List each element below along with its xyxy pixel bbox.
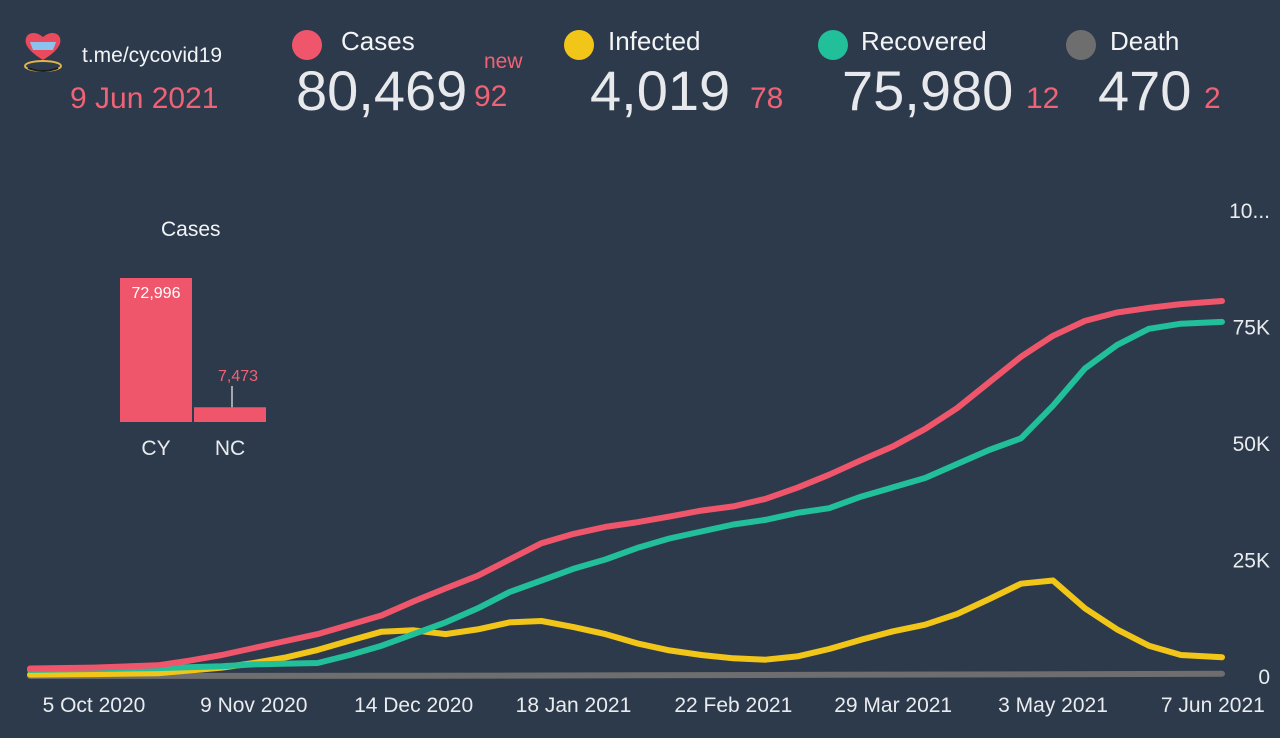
- stat-recovered-value: 75,980: [842, 59, 1014, 122]
- mini-bar-value-label: 72,996: [132, 285, 181, 302]
- stat-cases-value: 80,469: [296, 59, 468, 122]
- y-tick-label: 50K: [1233, 433, 1270, 456]
- cases-series-line: [27, 298, 1225, 672]
- stat-infected-delta: 78: [750, 82, 784, 115]
- new-label: new: [484, 50, 523, 73]
- mini-bar-nc: [194, 407, 266, 422]
- mini-bar-cy: [120, 278, 192, 422]
- y-tick-label: 75K: [1233, 317, 1270, 340]
- cases-legend-dot: [292, 30, 322, 60]
- x-tick-label: 5 Oct 2020: [43, 694, 146, 717]
- mini-bar-chart: CY 72,996 NC 7,473: [120, 278, 266, 460]
- x-tick-label: 22 Feb 2021: [674, 694, 792, 717]
- infected-legend-dot: [564, 30, 594, 60]
- mini-chart-title: Cases: [161, 218, 221, 241]
- x-tick-label: 18 Jan 2021: [516, 694, 632, 717]
- mini-bar-category: CY: [141, 437, 170, 460]
- report-date: 9 Jun 2021: [70, 82, 219, 115]
- infected-series-line: [27, 577, 1225, 678]
- stat-infected-label: Infected: [608, 26, 701, 56]
- stat-death-delta: 2: [1204, 82, 1221, 115]
- y-tick-label: 0: [1258, 666, 1270, 689]
- x-tick-label: 3 May 2021: [998, 694, 1108, 717]
- series-lines: [27, 298, 1225, 679]
- x-tick-label: 9 Nov 2020: [200, 694, 307, 717]
- stat-recovered-delta: 12: [1026, 82, 1060, 115]
- stat-cases-label: Cases: [341, 26, 415, 56]
- stat-death-value: 470: [1098, 59, 1192, 122]
- heart-logo-icon: [22, 28, 64, 78]
- x-tick-label: 14 Dec 2020: [354, 694, 473, 717]
- recovered-legend-dot: [818, 30, 848, 60]
- mini-bar-value-label: 7,473: [218, 368, 258, 385]
- y-axis: 0 25K 50K 75K 10...: [1229, 200, 1270, 689]
- y-tick-label: 10...: [1229, 200, 1270, 223]
- stat-death-label: Death: [1110, 26, 1180, 56]
- stat-recovered-label: Recovered: [861, 26, 987, 56]
- death-series-line: [27, 670, 1225, 679]
- stat-cases-delta: 92: [474, 80, 508, 113]
- recovered-series-line: [27, 318, 1225, 673]
- channel-link[interactable]: t.me/cycovid19: [82, 44, 223, 67]
- mini-bar-category: NC: [215, 437, 245, 460]
- x-axis: 5 Oct 2020 9 Nov 2020 14 Dec 2020 18 Jan 20…: [43, 694, 1265, 717]
- death-legend-dot: [1066, 30, 1096, 60]
- x-tick-label: 29 Mar 2021: [834, 694, 952, 717]
- stat-infected-value: 4,019: [590, 59, 731, 122]
- y-tick-label: 25K: [1233, 550, 1270, 573]
- x-tick-label: 7 Jun 2021: [1161, 694, 1265, 717]
